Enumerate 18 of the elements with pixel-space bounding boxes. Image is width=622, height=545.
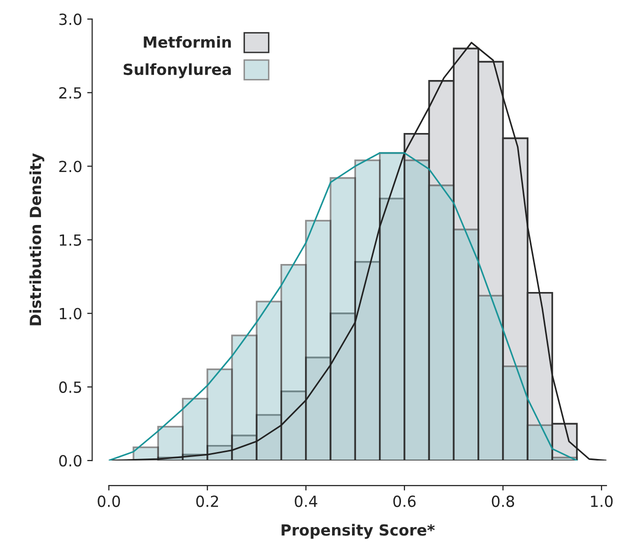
legend-label: Sulfonylurea bbox=[124, 63, 231, 78]
y-tick-label: 2.5 bbox=[59, 87, 82, 99]
x-tick-label: 1.0 bbox=[591, 496, 613, 508]
x-tick-label: 0.8 bbox=[492, 496, 514, 508]
y-tick-label: 0.0 bbox=[59, 454, 82, 467]
y-tick-label: 0.5 bbox=[59, 381, 82, 393]
x-tick-label: 0.4 bbox=[294, 496, 318, 508]
x-tick-label: 0.0 bbox=[98, 496, 120, 508]
x-tick-label: 0.2 bbox=[196, 496, 218, 508]
y-axis-title: Distribution Density bbox=[29, 153, 44, 326]
y-tick-label: 1.0 bbox=[60, 308, 82, 320]
x-tick-label: 0.6 bbox=[393, 496, 416, 508]
x-axis-title: Propensity Score* bbox=[282, 524, 435, 539]
y-tick-label: 2.0 bbox=[59, 160, 82, 172]
y-tick-label: 3.0 bbox=[59, 14, 82, 26]
line-series bbox=[108, 152, 578, 461]
y-tick-label: 1.5 bbox=[60, 234, 82, 246]
legend-label: Metformin bbox=[144, 36, 231, 48]
